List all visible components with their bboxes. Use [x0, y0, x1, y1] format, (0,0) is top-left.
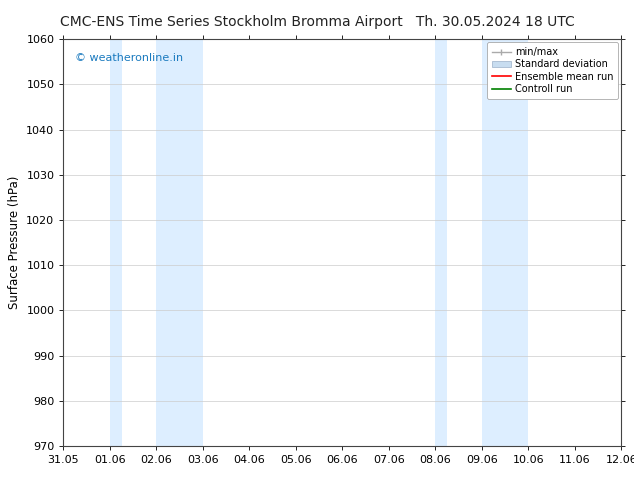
Bar [621, 39, 634, 446]
Bar [436, 39, 447, 446]
Text: © weatheronline.in: © weatheronline.in [75, 53, 183, 63]
Y-axis label: Surface Pressure (hPa): Surface Pressure (hPa) [8, 176, 21, 309]
Bar [110, 39, 122, 446]
Legend: min/max, Standard deviation, Ensemble mean run, Controll run: min/max, Standard deviation, Ensemble me… [487, 42, 618, 99]
Bar [157, 39, 203, 446]
Text: CMC-ENS Time Series Stockholm Bromma Airport   Th. 30.05.2024 18 UTC: CMC-ENS Time Series Stockholm Bromma Air… [60, 15, 574, 29]
Bar [482, 39, 528, 446]
